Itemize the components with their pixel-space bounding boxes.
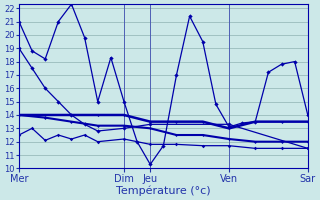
X-axis label: Température (°c): Température (°c): [116, 185, 211, 196]
